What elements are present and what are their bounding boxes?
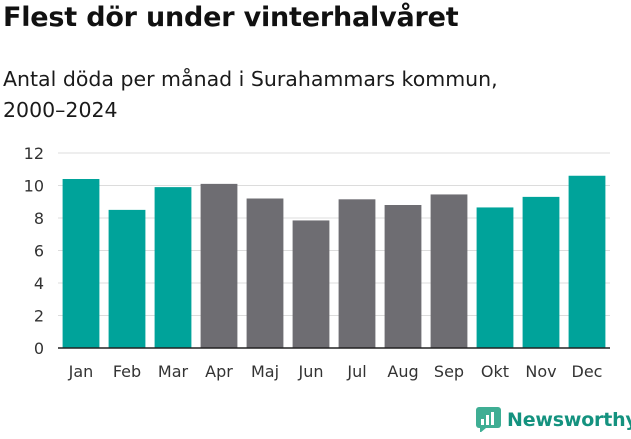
y-tick-label: 4 — [34, 274, 44, 293]
bar-jul — [338, 199, 376, 348]
bar-dec — [568, 175, 606, 348]
chart-subtitle: Antal döda per månad i Surahammars kommu… — [3, 67, 498, 122]
brand-logo: Newsworthy — [476, 407, 631, 432]
x-tick-label: Dec — [572, 362, 603, 381]
bar-aug — [384, 205, 422, 348]
bar-jun — [292, 220, 330, 348]
y-tick-label: 2 — [34, 307, 44, 326]
x-tick-label: Mar — [158, 362, 189, 381]
x-tick-label: Jun — [298, 362, 324, 381]
x-tick-label: Jan — [68, 362, 94, 381]
bar-apr — [200, 183, 238, 348]
x-tick-label: Okt — [481, 362, 509, 381]
y-tick-label: 8 — [34, 209, 44, 228]
y-tick-label: 12 — [24, 144, 44, 163]
y-tick-label: 0 — [34, 339, 44, 358]
x-tick-label: Sep — [434, 362, 464, 381]
x-tick-label: Maj — [251, 362, 279, 381]
y-tick-label: 6 — [34, 242, 44, 261]
x-tick-label: Feb — [113, 362, 141, 381]
bar-nov — [522, 196, 560, 348]
x-tick-label: Jul — [346, 362, 366, 381]
bar-feb — [108, 209, 146, 348]
brand-name: Newsworthy — [507, 408, 631, 431]
x-tick-label: Aug — [387, 362, 418, 381]
bar-jan — [62, 179, 100, 348]
chart-title: Flest dör under vinterhalvåret — [3, 2, 459, 33]
bar-sep — [430, 194, 468, 348]
bar-mar — [154, 187, 192, 348]
bar-okt — [476, 207, 514, 348]
x-tick-label: Apr — [205, 362, 233, 381]
newsworthy-logo-icon — [476, 407, 501, 432]
bar-chart: 0 2 4 6 8 10 12 Jan Feb Mar Apr Maj Jun Jul Aug Sep Okt N… — [24, 144, 610, 381]
bar-maj — [246, 198, 284, 348]
y-tick-label: 10 — [24, 177, 44, 196]
x-tick-label: Nov — [525, 362, 556, 381]
